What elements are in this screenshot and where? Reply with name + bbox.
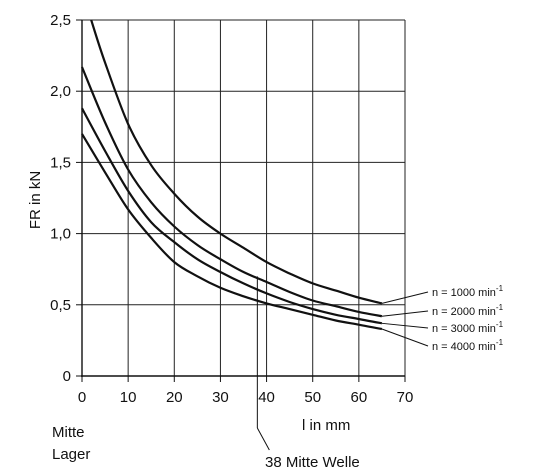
x-axis-label: l in mm	[302, 417, 350, 434]
y-tick-label: 2,0	[50, 83, 71, 100]
y-tick-label: 1,5	[50, 154, 71, 171]
legend-leader-4	[381, 328, 429, 347]
annotation-mitte-lager-line: Mitte	[52, 424, 85, 441]
x-tick-label: 60	[351, 389, 368, 406]
legend-label-4: n = 4000 min-1	[432, 338, 504, 353]
axes	[76, 19, 406, 382]
y-tick-label: 2,5	[50, 12, 71, 29]
legend-leader-3	[381, 322, 429, 329]
x-tick-label: 50	[304, 389, 321, 406]
series-line-4	[81, 133, 383, 331]
grid	[82, 19, 406, 376]
annotation-mitte-welle: 38 Mitte Welle	[265, 454, 360, 471]
tick-labels: 0 10 20 30 40 50 60 70 0 0,5 1,0 1,5 2,0 2,5	[50, 12, 413, 406]
y-tick-label: 0,5	[50, 297, 71, 314]
series-lines	[80, 19, 383, 331]
legend-leader-2	[381, 310, 429, 317]
annotation-mitte-lager-line: Lager	[52, 446, 90, 463]
y-tick-label: 1,0	[50, 226, 71, 243]
x-tick-label: 0	[78, 389, 86, 406]
x-tick-label: 20	[166, 389, 183, 406]
x-tick-label: 30	[212, 389, 229, 406]
annotations: Mitte Lager 38 Mitte Welle	[52, 276, 360, 471]
series-line-1	[90, 19, 383, 305]
legend: n = 1000 min-1 n = 2000 min-1 n = 3000 min…	[381, 284, 504, 353]
annotation-marker-hook	[256, 427, 270, 451]
x-tick-label: 40	[258, 389, 275, 406]
legend-label-2: n = 2000 min-1	[432, 303, 504, 318]
legend-label-1: n = 1000 min-1	[432, 284, 504, 299]
x-tick-label: 70	[397, 389, 414, 406]
y-axis-label: FR in kN	[27, 171, 44, 229]
x-tick-label: 10	[120, 389, 137, 406]
legend-label-3: n = 3000 min-1	[432, 320, 504, 335]
y-tick-label: 0	[63, 368, 71, 385]
legend-leader-1	[381, 291, 429, 304]
series-line-3	[81, 107, 383, 325]
series-line-2	[80, 66, 383, 318]
